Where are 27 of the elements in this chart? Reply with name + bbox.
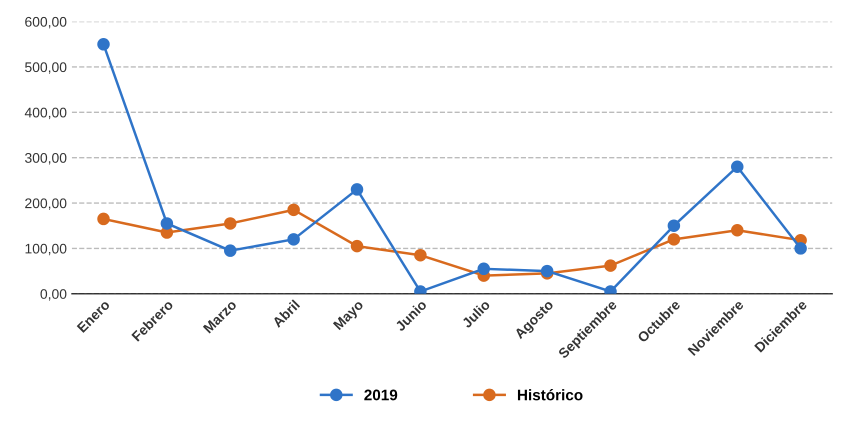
point	[604, 259, 617, 272]
point	[97, 212, 110, 226]
point	[160, 217, 174, 230]
point	[731, 160, 744, 173]
point	[97, 38, 110, 51]
point	[668, 233, 680, 246]
point	[540, 264, 554, 278]
point	[224, 217, 237, 230]
point	[731, 224, 744, 237]
y-tick-label: 0,00	[40, 289, 66, 301]
point	[478, 262, 490, 276]
y-tick-label: 500,00	[25, 62, 66, 74]
point	[794, 242, 807, 255]
y-tick-label: 200,00	[25, 198, 66, 210]
point	[350, 183, 364, 196]
y-tick-label: 300,00	[25, 153, 66, 164]
legend-label: Histórico	[518, 389, 583, 400]
point	[414, 248, 427, 262]
point	[224, 244, 237, 257]
y-tick-label: 600,00	[25, 16, 66, 28]
point	[287, 204, 300, 216]
y-tick-label: 100,00	[26, 244, 66, 256]
point	[350, 240, 364, 252]
point	[668, 219, 680, 232]
point	[287, 233, 300, 246]
legend-label: 2019	[364, 390, 398, 400]
y-tick-label: 400,00	[24, 108, 66, 120]
